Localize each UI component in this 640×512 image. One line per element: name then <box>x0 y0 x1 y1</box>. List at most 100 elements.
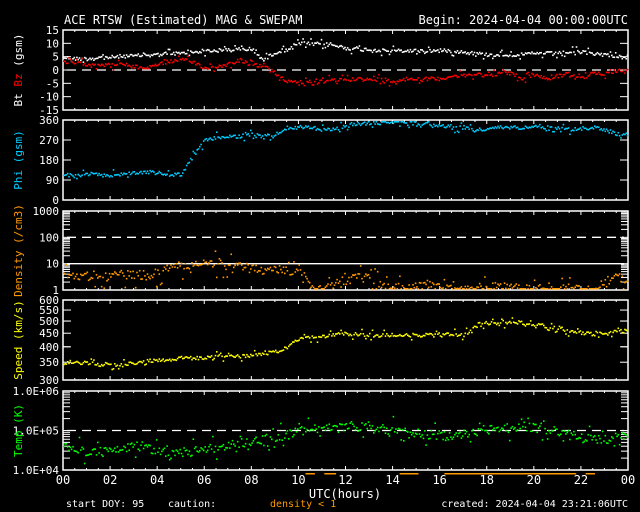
data-point <box>458 334 460 337</box>
data-point <box>276 52 278 55</box>
data-point <box>280 51 282 54</box>
data-point <box>503 327 506 329</box>
data-point <box>213 357 215 360</box>
data-point <box>248 356 251 358</box>
data-point <box>221 66 223 68</box>
data-point <box>511 126 514 129</box>
data-point <box>529 288 532 290</box>
data-point <box>529 320 532 322</box>
data-point <box>344 126 346 128</box>
data-point <box>73 176 76 179</box>
data-point <box>527 417 529 420</box>
data-point <box>359 49 362 52</box>
data-point <box>165 455 167 457</box>
data-point <box>388 335 391 338</box>
data-point <box>527 52 529 54</box>
data-point <box>510 283 512 286</box>
data-point <box>541 56 544 59</box>
data-point <box>223 449 226 451</box>
data-point <box>286 81 289 84</box>
data-point <box>318 426 320 428</box>
y-tick-label: 100 <box>39 231 59 244</box>
data-point <box>225 268 227 271</box>
density-caution-bar <box>444 473 577 475</box>
data-point <box>544 77 546 80</box>
data-point <box>76 58 78 61</box>
data-point <box>524 125 527 127</box>
data-point <box>366 122 368 125</box>
y-tick-label: 500 <box>39 315 59 328</box>
data-point <box>485 429 487 432</box>
data-point <box>226 63 229 65</box>
data-point <box>129 65 132 68</box>
data-point <box>129 173 132 176</box>
data-point <box>515 55 518 57</box>
data-point <box>482 288 485 290</box>
data-point <box>217 136 219 138</box>
data-point <box>350 334 353 337</box>
data-point <box>533 125 536 127</box>
data-point <box>514 125 516 127</box>
data-point <box>306 42 308 45</box>
data-point <box>226 447 229 449</box>
data-point <box>73 56 76 59</box>
data-point <box>329 284 332 286</box>
data-point <box>282 45 285 48</box>
data-point <box>106 280 108 282</box>
data-point <box>227 441 230 444</box>
data-point <box>426 333 429 335</box>
data-point <box>100 63 103 66</box>
data-point <box>295 340 298 342</box>
data-point <box>87 58 90 61</box>
data-point <box>395 335 397 338</box>
y-tick-label: 10 <box>46 258 59 271</box>
data-point <box>153 53 155 55</box>
data-point <box>448 432 451 434</box>
data-point <box>422 78 425 81</box>
data-point <box>108 63 111 66</box>
data-point <box>582 331 584 333</box>
data-point <box>320 336 323 338</box>
data-point <box>239 57 242 60</box>
data-point <box>438 51 440 54</box>
data-point <box>596 73 599 75</box>
data-point <box>444 439 447 442</box>
data-point <box>141 54 144 57</box>
data-point <box>524 52 527 54</box>
data-point <box>182 172 184 174</box>
data-point <box>378 430 380 433</box>
data-point <box>206 68 209 70</box>
data-point <box>441 124 443 127</box>
data-point <box>439 432 442 434</box>
data-point <box>353 79 355 82</box>
data-point <box>346 280 349 283</box>
plot-title: ACE RTSW (Estimated) MAG & SWEPAM <box>64 13 302 27</box>
data-point <box>127 55 129 58</box>
data-point <box>137 361 140 364</box>
data-point <box>443 126 446 128</box>
data-point <box>125 173 128 175</box>
data-point <box>571 75 574 77</box>
data-point <box>99 275 102 278</box>
data-point <box>116 63 119 66</box>
data-point <box>176 357 179 360</box>
data-point <box>271 438 273 441</box>
density-caution-note: density < 1 <box>270 499 336 510</box>
data-point <box>303 126 306 129</box>
data-point <box>592 128 595 130</box>
data-point <box>165 268 167 270</box>
data-point <box>80 449 82 451</box>
data-point <box>158 358 161 360</box>
data-point <box>155 359 158 361</box>
data-point <box>242 133 244 135</box>
data-point <box>528 284 531 287</box>
data-point <box>399 428 401 430</box>
data-point <box>302 281 304 283</box>
data-point <box>179 265 181 267</box>
data-point <box>405 288 408 290</box>
data-point <box>236 48 239 51</box>
data-point <box>253 63 256 65</box>
data-point <box>420 79 422 82</box>
data-point <box>505 71 507 73</box>
data-point <box>305 125 307 127</box>
